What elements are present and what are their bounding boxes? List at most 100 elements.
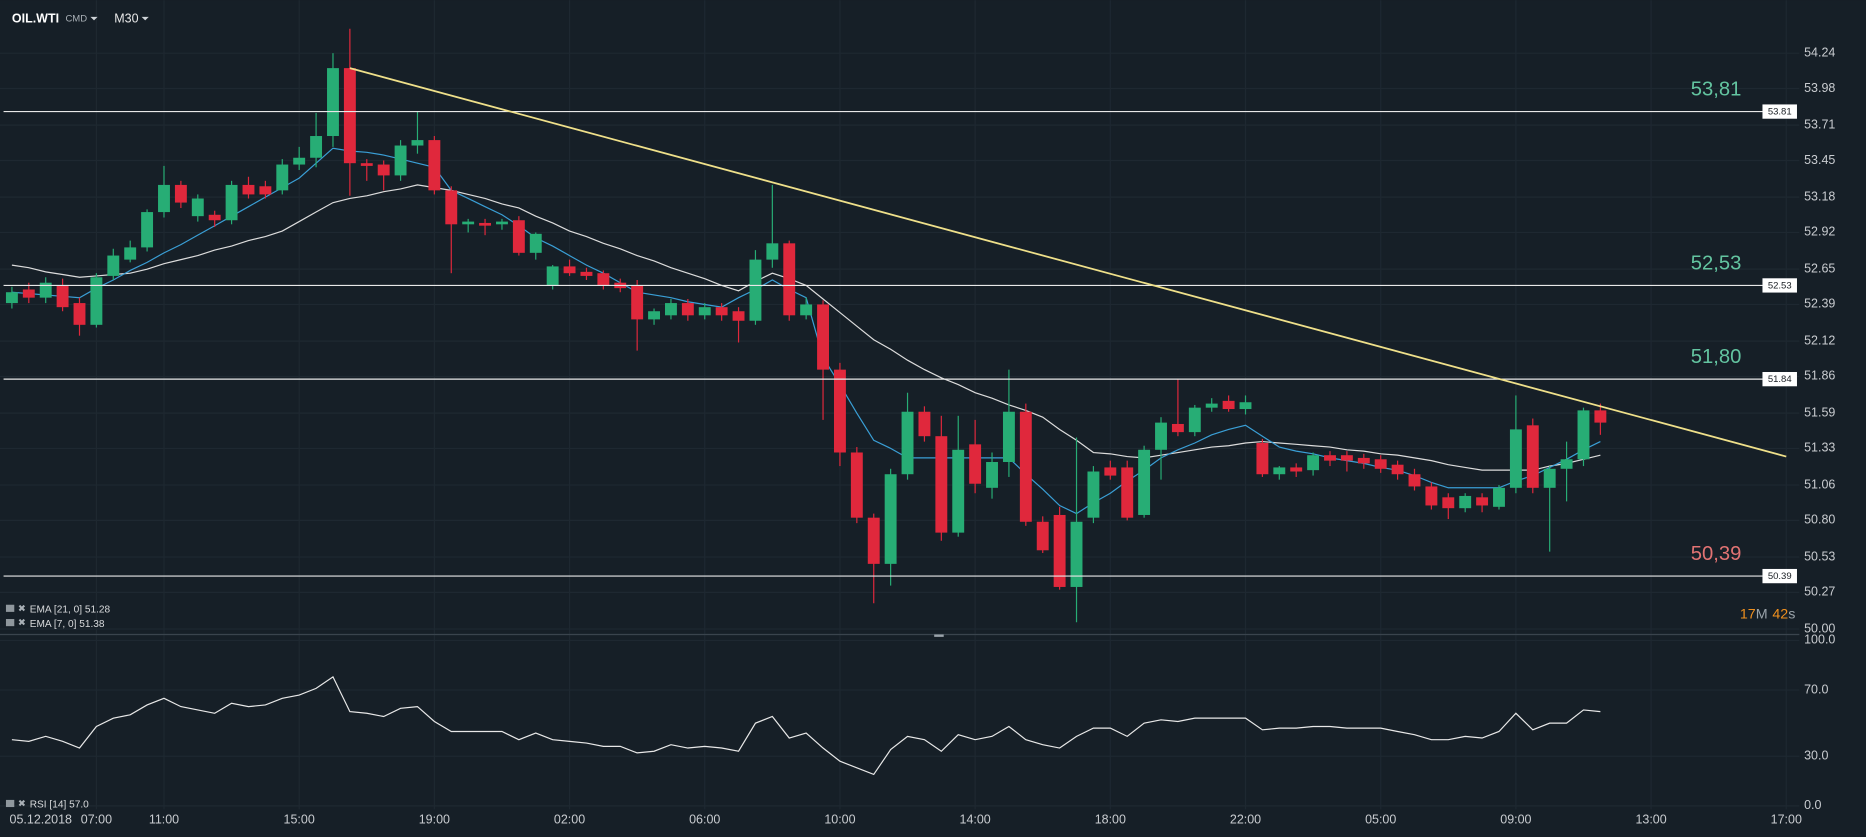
- candle-body: [698, 307, 711, 316]
- candle-body: [174, 184, 187, 203]
- rsi-panel: 100.0 70.0 30.0 0.0: [11, 633, 1835, 812]
- candle-body: [445, 190, 458, 225]
- candle-body: [529, 233, 542, 253]
- toolbar: OIL.WTI CMD M30: [12, 12, 149, 26]
- x-date-label: 05.12.2018: [10, 812, 73, 826]
- candle-body: [1053, 514, 1066, 587]
- candle-body: [496, 221, 508, 225]
- legend-name: EMA [7, 0]: [30, 618, 77, 629]
- y-tick-label: 52.39: [1804, 297, 1835, 311]
- candle-body: [631, 285, 644, 320]
- level-tag-label: 50.39: [1768, 571, 1792, 582]
- candle-body: [563, 266, 576, 274]
- candle-body: [546, 266, 559, 286]
- candle-body: [1493, 487, 1505, 507]
- candle-body: [867, 517, 880, 564]
- candle-body: [479, 222, 492, 226]
- y-tick-label: 50.80: [1804, 513, 1835, 527]
- candle-body: [411, 140, 424, 146]
- level-tag: [1762, 372, 1797, 387]
- candle-body: [310, 136, 323, 158]
- level-tag: [1762, 278, 1797, 293]
- candle-body: [1121, 467, 1134, 518]
- candle-body: [428, 140, 441, 191]
- x-tick-label: 05:00: [1365, 812, 1396, 826]
- indicator-close[interactable]: ✖: [18, 618, 26, 629]
- dropdown-arrow[interactable]: [141, 16, 149, 21]
- x-tick-label: 22:00: [1230, 812, 1261, 826]
- candle-body: [1307, 455, 1320, 471]
- x-tick-label: 14:00: [960, 812, 991, 826]
- y-tick-label: 51.06: [1804, 477, 1835, 491]
- x-tick-label: 13:00: [1635, 812, 1666, 826]
- y-tick-label: 51.59: [1804, 405, 1835, 419]
- indicator-close[interactable]: ✖: [18, 799, 26, 810]
- candle-body: [1138, 449, 1151, 515]
- candle-body: [665, 303, 677, 316]
- candle-body: [1408, 474, 1421, 487]
- candle-body: [749, 259, 762, 321]
- y-tick-label: 53.45: [1804, 153, 1835, 167]
- candle-body: [73, 303, 86, 325]
- candle-body: [208, 214, 221, 221]
- legend-value: 51.38: [79, 618, 105, 629]
- candle-body: [1273, 467, 1286, 475]
- candle-body: [158, 184, 170, 213]
- level-annotation: 50,39: [1691, 543, 1742, 565]
- candle-body: [1526, 425, 1539, 488]
- symbol[interactable]: OIL.WTI: [12, 12, 59, 26]
- candle-body: [1425, 486, 1438, 506]
- candle-body: [1239, 402, 1252, 410]
- candle-body: [597, 273, 610, 286]
- candle-body: [141, 212, 154, 248]
- candle-body: [56, 285, 69, 308]
- y-tick-label: 53.98: [1804, 81, 1835, 95]
- level-tag-label: 53.81: [1768, 107, 1792, 118]
- candle-body: [39, 282, 52, 298]
- candle-body: [766, 243, 779, 260]
- candle-body: [1476, 497, 1489, 506]
- candle-body: [1560, 459, 1573, 469]
- candle-body: [191, 198, 204, 217]
- candle-body: [5, 292, 18, 304]
- dropdown-arrow[interactable]: [90, 16, 98, 21]
- indicator-icon[interactable]: [5, 619, 15, 627]
- level-annotation: 52,53: [1691, 252, 1742, 274]
- candle-body: [850, 452, 863, 518]
- y-tick-label: 50.27: [1804, 585, 1835, 599]
- candle-body: [901, 411, 914, 475]
- resize-handle[interactable]: [934, 634, 944, 637]
- market[interactable]: CMD: [65, 14, 87, 25]
- candle-body: [1002, 411, 1015, 462]
- candle-body: [1357, 457, 1370, 464]
- level-tag: [1762, 568, 1797, 584]
- y-tick-label: 52.65: [1804, 261, 1835, 275]
- timeframe[interactable]: M30: [114, 12, 138, 26]
- y-tick-label: 53.18: [1804, 189, 1835, 203]
- candle-body: [800, 304, 813, 316]
- candle-body: [580, 271, 593, 276]
- candle-body: [1459, 495, 1472, 509]
- candle-body: [1222, 400, 1235, 410]
- candle-body: [1188, 407, 1201, 433]
- candle-body: [1019, 411, 1032, 522]
- indicator-line: [11, 675, 1601, 776]
- x-tick-label: 07:00: [81, 812, 112, 826]
- candle-body: [1036, 521, 1049, 551]
- candle-body: [124, 247, 137, 260]
- ema7-legend: EMA [7, 0] 51.38: [30, 618, 105, 629]
- candle-body: [259, 186, 272, 195]
- candle-body: [242, 184, 255, 195]
- candle-body: [884, 474, 897, 564]
- candle-body: [817, 304, 829, 370]
- candle-body: [1171, 423, 1184, 433]
- indicator-icon[interactable]: [5, 604, 15, 612]
- indicator-icon[interactable]: [5, 799, 15, 808]
- candle-body: [732, 311, 745, 321]
- x-tick-label: 02:00: [554, 812, 585, 826]
- y-tick-label: 30.0: [1804, 749, 1828, 763]
- candle-body: [1256, 442, 1269, 475]
- candle-body: [343, 68, 356, 164]
- indicator-close[interactable]: ✖: [18, 603, 26, 614]
